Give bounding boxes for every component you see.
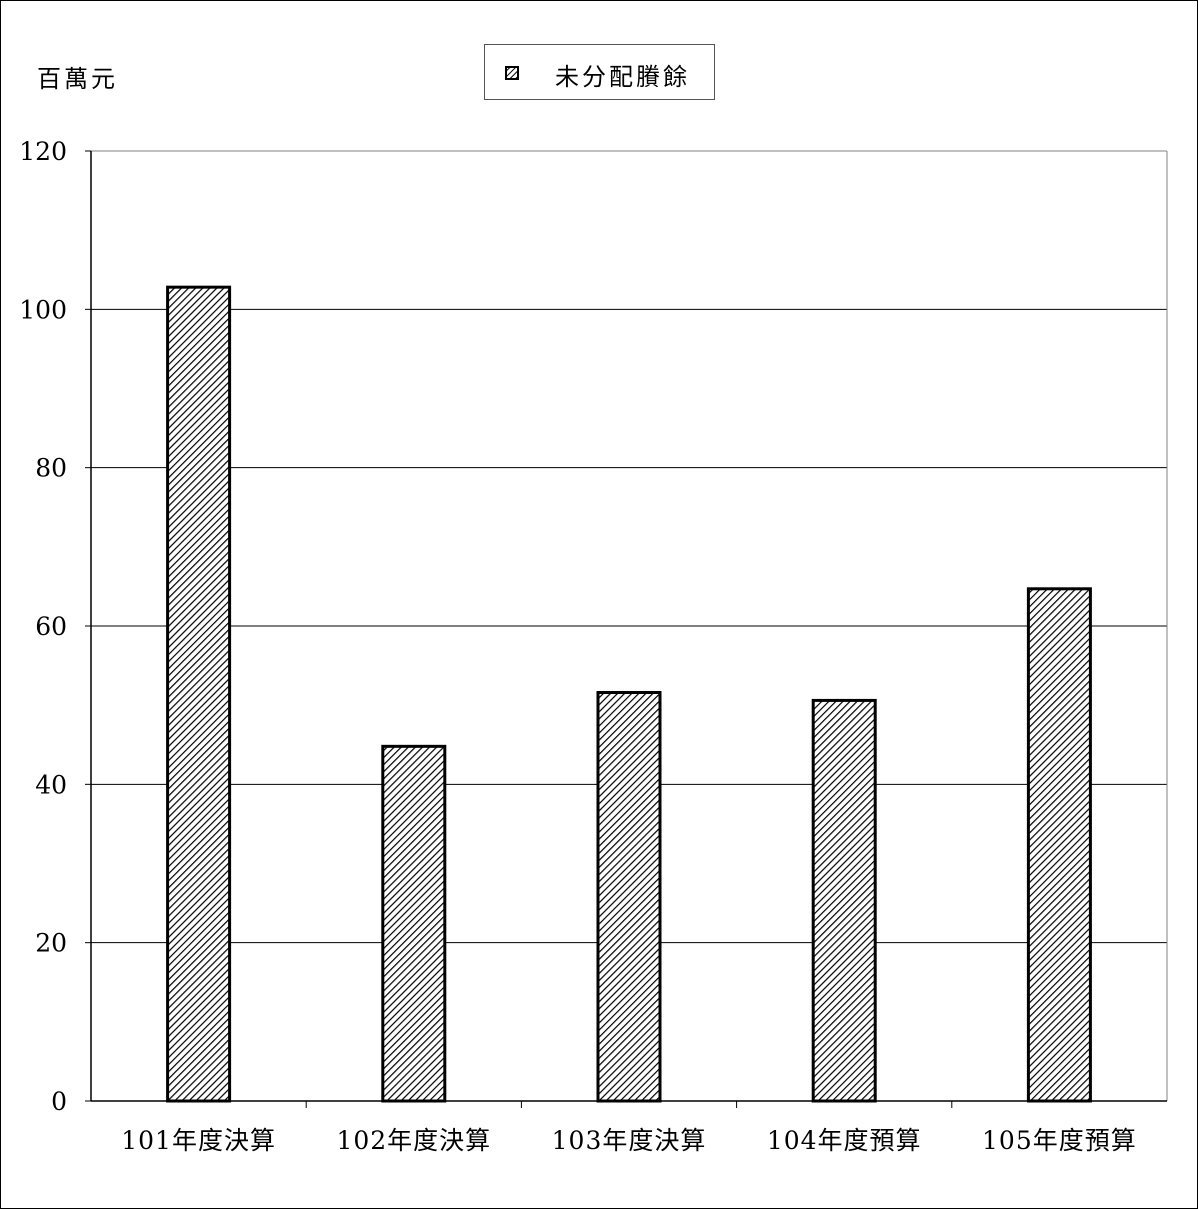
y-tick-label: 0: [51, 1087, 67, 1116]
y-tick-label: 20: [35, 929, 67, 958]
bar-2: [381, 744, 447, 1103]
y-tick-label: 80: [35, 454, 67, 483]
legend-label: 未分配賸餘: [555, 63, 690, 91]
y-tick-label: 40: [35, 770, 67, 799]
bar-1: [166, 285, 232, 1103]
bar-4: [811, 698, 877, 1103]
legend: 未分配賸餘: [484, 44, 715, 100]
x-tick-label: 101年度決算: [121, 1126, 276, 1155]
x-tick-labels: 101年度決算 102年度決算 103年度決算 104年度預算 105年度預算: [121, 1126, 1137, 1155]
x-tick-label: 103年度決算: [552, 1126, 707, 1155]
y-tick-label: 120: [19, 137, 67, 166]
bars: [166, 285, 1092, 1103]
x-tick-label: 104年度預算: [767, 1126, 922, 1155]
bar-3: [596, 691, 662, 1103]
x-tick-label: 102年度決算: [336, 1126, 491, 1155]
legend-swatch: [505, 66, 519, 80]
y-unit-label: 百萬元: [37, 65, 118, 93]
y-tick-labels: 0 20 40 60 80 100 120: [19, 137, 67, 1116]
y-tick-label: 100: [19, 295, 67, 324]
y-tick-label: 60: [35, 612, 67, 641]
x-tick-label: 105年度預算: [982, 1126, 1137, 1155]
bar-5: [1026, 587, 1092, 1103]
